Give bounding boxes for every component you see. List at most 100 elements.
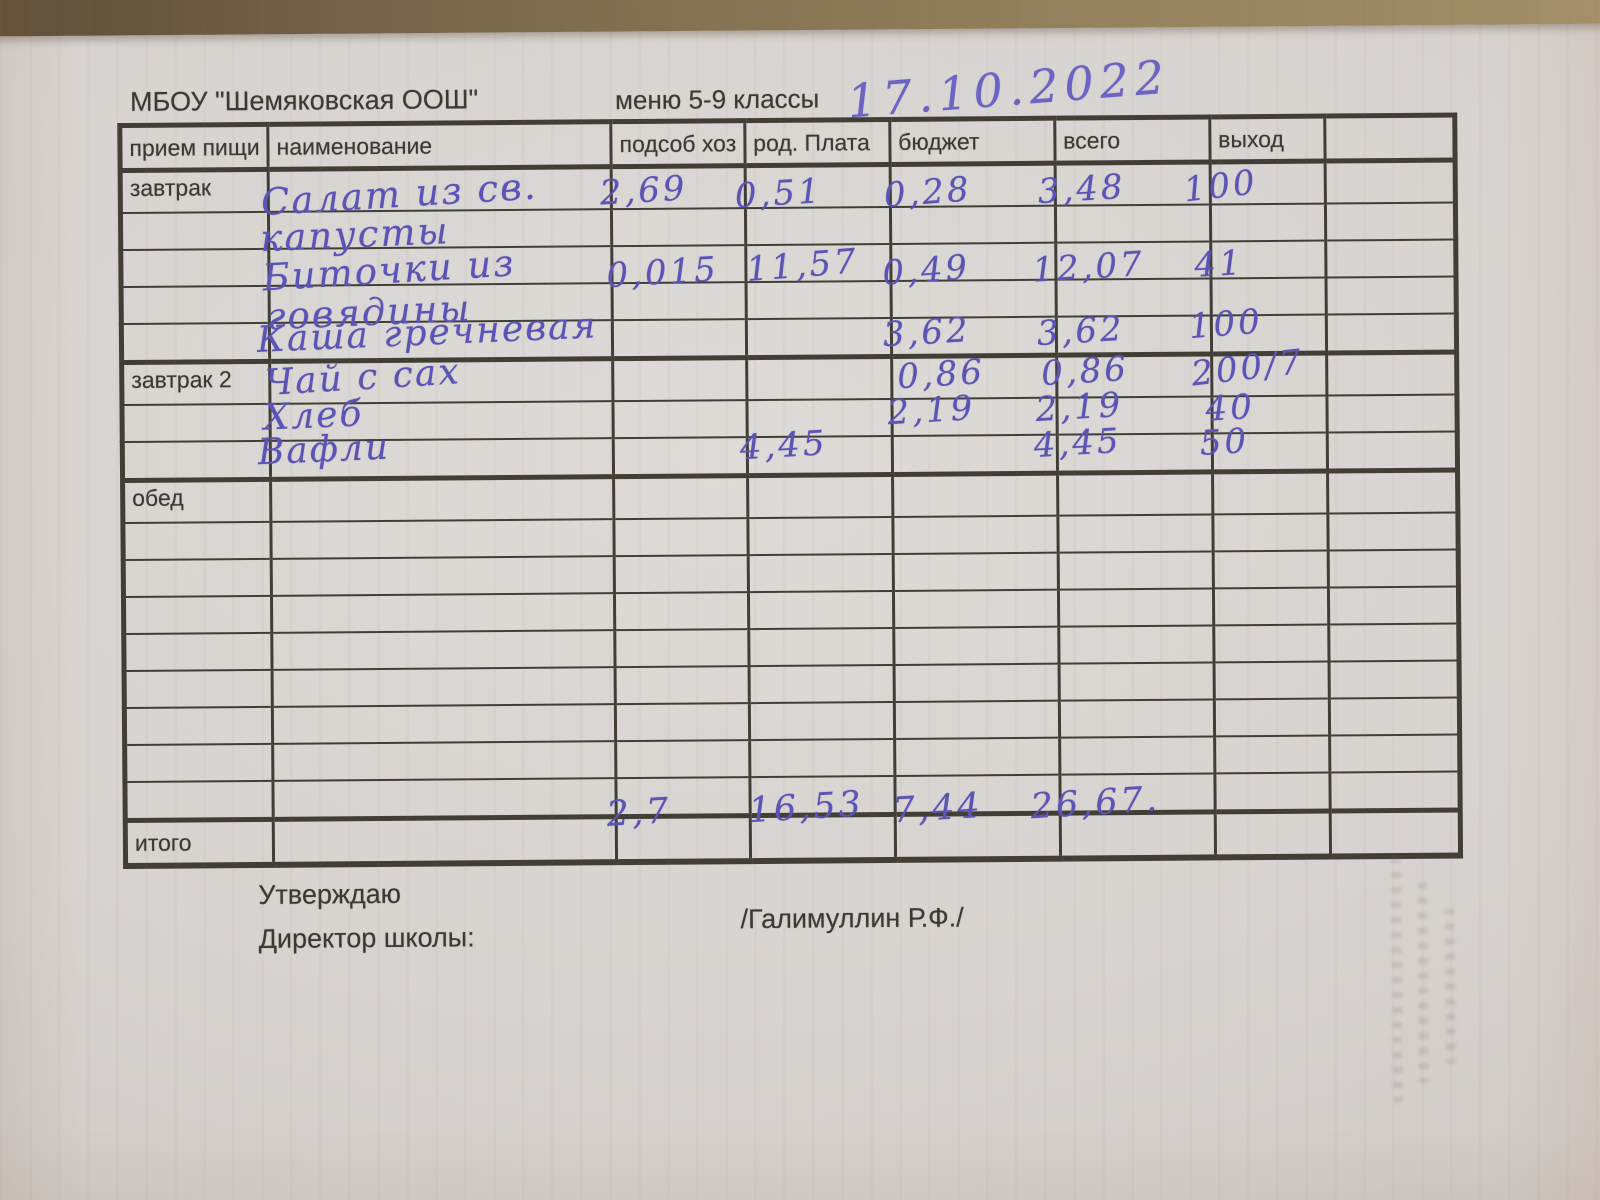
table-cell xyxy=(1327,470,1458,514)
table-cell xyxy=(613,400,748,439)
column-header-total: всего xyxy=(1054,116,1210,164)
column-header-rodplata: род. Плата xyxy=(744,119,890,166)
table-cell xyxy=(1213,661,1330,700)
table-cell xyxy=(1212,471,1328,515)
value-rodplata: 4,45 xyxy=(738,423,829,469)
table-cell xyxy=(1325,276,1457,315)
table-cell xyxy=(1327,549,1459,588)
table-cell xyxy=(893,663,1060,702)
total-budget: 7,44 xyxy=(891,785,984,832)
table-cell xyxy=(1058,625,1214,664)
total-rodplata: 16,53 xyxy=(747,784,865,832)
column-header-extra xyxy=(1324,115,1455,162)
table-cell xyxy=(892,552,1059,591)
value-budget: 0,49 xyxy=(881,247,972,295)
value-budget: 0,28 xyxy=(882,169,973,217)
table-cell xyxy=(894,700,1060,739)
table-cell xyxy=(270,476,615,522)
table-cell xyxy=(1214,735,1330,774)
column-header-meal: прием пищи xyxy=(119,124,269,171)
table-cell xyxy=(120,211,269,251)
approve-label: Утверждаю xyxy=(258,878,402,910)
table-cell xyxy=(747,553,894,593)
table-cell xyxy=(1329,771,1460,812)
table-cell xyxy=(1212,550,1329,589)
column-header-output: выход xyxy=(1209,116,1325,162)
value-podsob: 2,69 xyxy=(598,168,689,214)
table-cell xyxy=(273,816,617,865)
table-cell xyxy=(1058,662,1215,701)
table-cell xyxy=(1329,697,1460,736)
table-cell xyxy=(1327,512,1458,551)
section-label-breakfast: завтрак xyxy=(120,169,269,214)
table-cell xyxy=(1325,202,1456,241)
value-total: 3,48 xyxy=(1036,166,1127,213)
table-cell xyxy=(747,516,893,556)
table-cell xyxy=(1327,431,1458,472)
table-cell xyxy=(1214,811,1331,858)
table-cell xyxy=(748,590,894,630)
table-cell xyxy=(614,555,749,594)
table-cell xyxy=(1328,660,1460,699)
table-cell xyxy=(614,592,749,631)
value-total: 4,45 xyxy=(1032,420,1123,467)
table-cell xyxy=(1213,587,1329,626)
menu-title: меню 5-9 классы xyxy=(614,83,820,116)
table-cell xyxy=(1059,736,1215,775)
column-header-name: наименование xyxy=(267,121,612,170)
table-cell xyxy=(1328,623,1459,662)
table-cell xyxy=(124,780,274,821)
table-cell xyxy=(1326,352,1457,396)
table-cell xyxy=(1328,586,1459,625)
table-cell xyxy=(1214,772,1330,812)
table-cell xyxy=(271,519,615,559)
table-cell xyxy=(121,285,270,325)
table-cell xyxy=(615,703,750,742)
value-output: 41 xyxy=(1193,242,1245,286)
bleed-through-mark xyxy=(1444,899,1456,1065)
table-cell xyxy=(892,434,1058,475)
table-cell xyxy=(123,595,272,635)
table-cell xyxy=(746,356,892,401)
table-cell xyxy=(272,667,616,707)
table-cell xyxy=(1058,588,1214,627)
table-cell xyxy=(271,630,616,670)
value-output: 100 xyxy=(1181,162,1260,211)
column-header-budget: бюджет xyxy=(889,118,1055,165)
table-cell xyxy=(1326,313,1457,354)
table-cell xyxy=(749,738,895,778)
value-podsob: 0,015 xyxy=(605,249,720,297)
table-cell xyxy=(272,741,617,781)
table-cell xyxy=(1057,514,1213,553)
table-cell xyxy=(1326,394,1458,433)
section-label-totals: итого xyxy=(125,819,274,866)
column-header-podsob: подсоб хоз xyxy=(610,120,745,167)
table-cell xyxy=(1059,699,1215,738)
table-cell xyxy=(1329,734,1460,773)
table-cell xyxy=(271,556,615,596)
table-cell xyxy=(748,664,895,704)
value-rodplata: 0,51 xyxy=(733,171,824,217)
table-cell xyxy=(1214,698,1330,737)
director-label: Директор школы: xyxy=(258,922,475,954)
table-cell xyxy=(1212,513,1328,552)
table-cell xyxy=(1324,160,1456,204)
table-cell xyxy=(892,515,1058,554)
bleed-through-mark xyxy=(1417,878,1429,1084)
table-cell xyxy=(1057,471,1213,516)
section-label-breakfast2: завтрак 2 xyxy=(121,361,271,406)
table-cell xyxy=(615,740,750,779)
table-cell xyxy=(894,737,1060,776)
table-cell xyxy=(1210,203,1326,242)
table-cell xyxy=(1213,624,1329,663)
table-cell xyxy=(121,322,270,363)
table-cell xyxy=(892,473,1058,517)
table-cell xyxy=(893,589,1059,628)
total-podsob: 2,7 xyxy=(605,791,673,835)
section-label-lunch: обед xyxy=(122,479,272,524)
table-cell xyxy=(122,440,271,481)
table-cell xyxy=(611,208,746,247)
dish-name-line: Вафли xyxy=(257,426,391,474)
table-cell xyxy=(1057,551,1214,590)
